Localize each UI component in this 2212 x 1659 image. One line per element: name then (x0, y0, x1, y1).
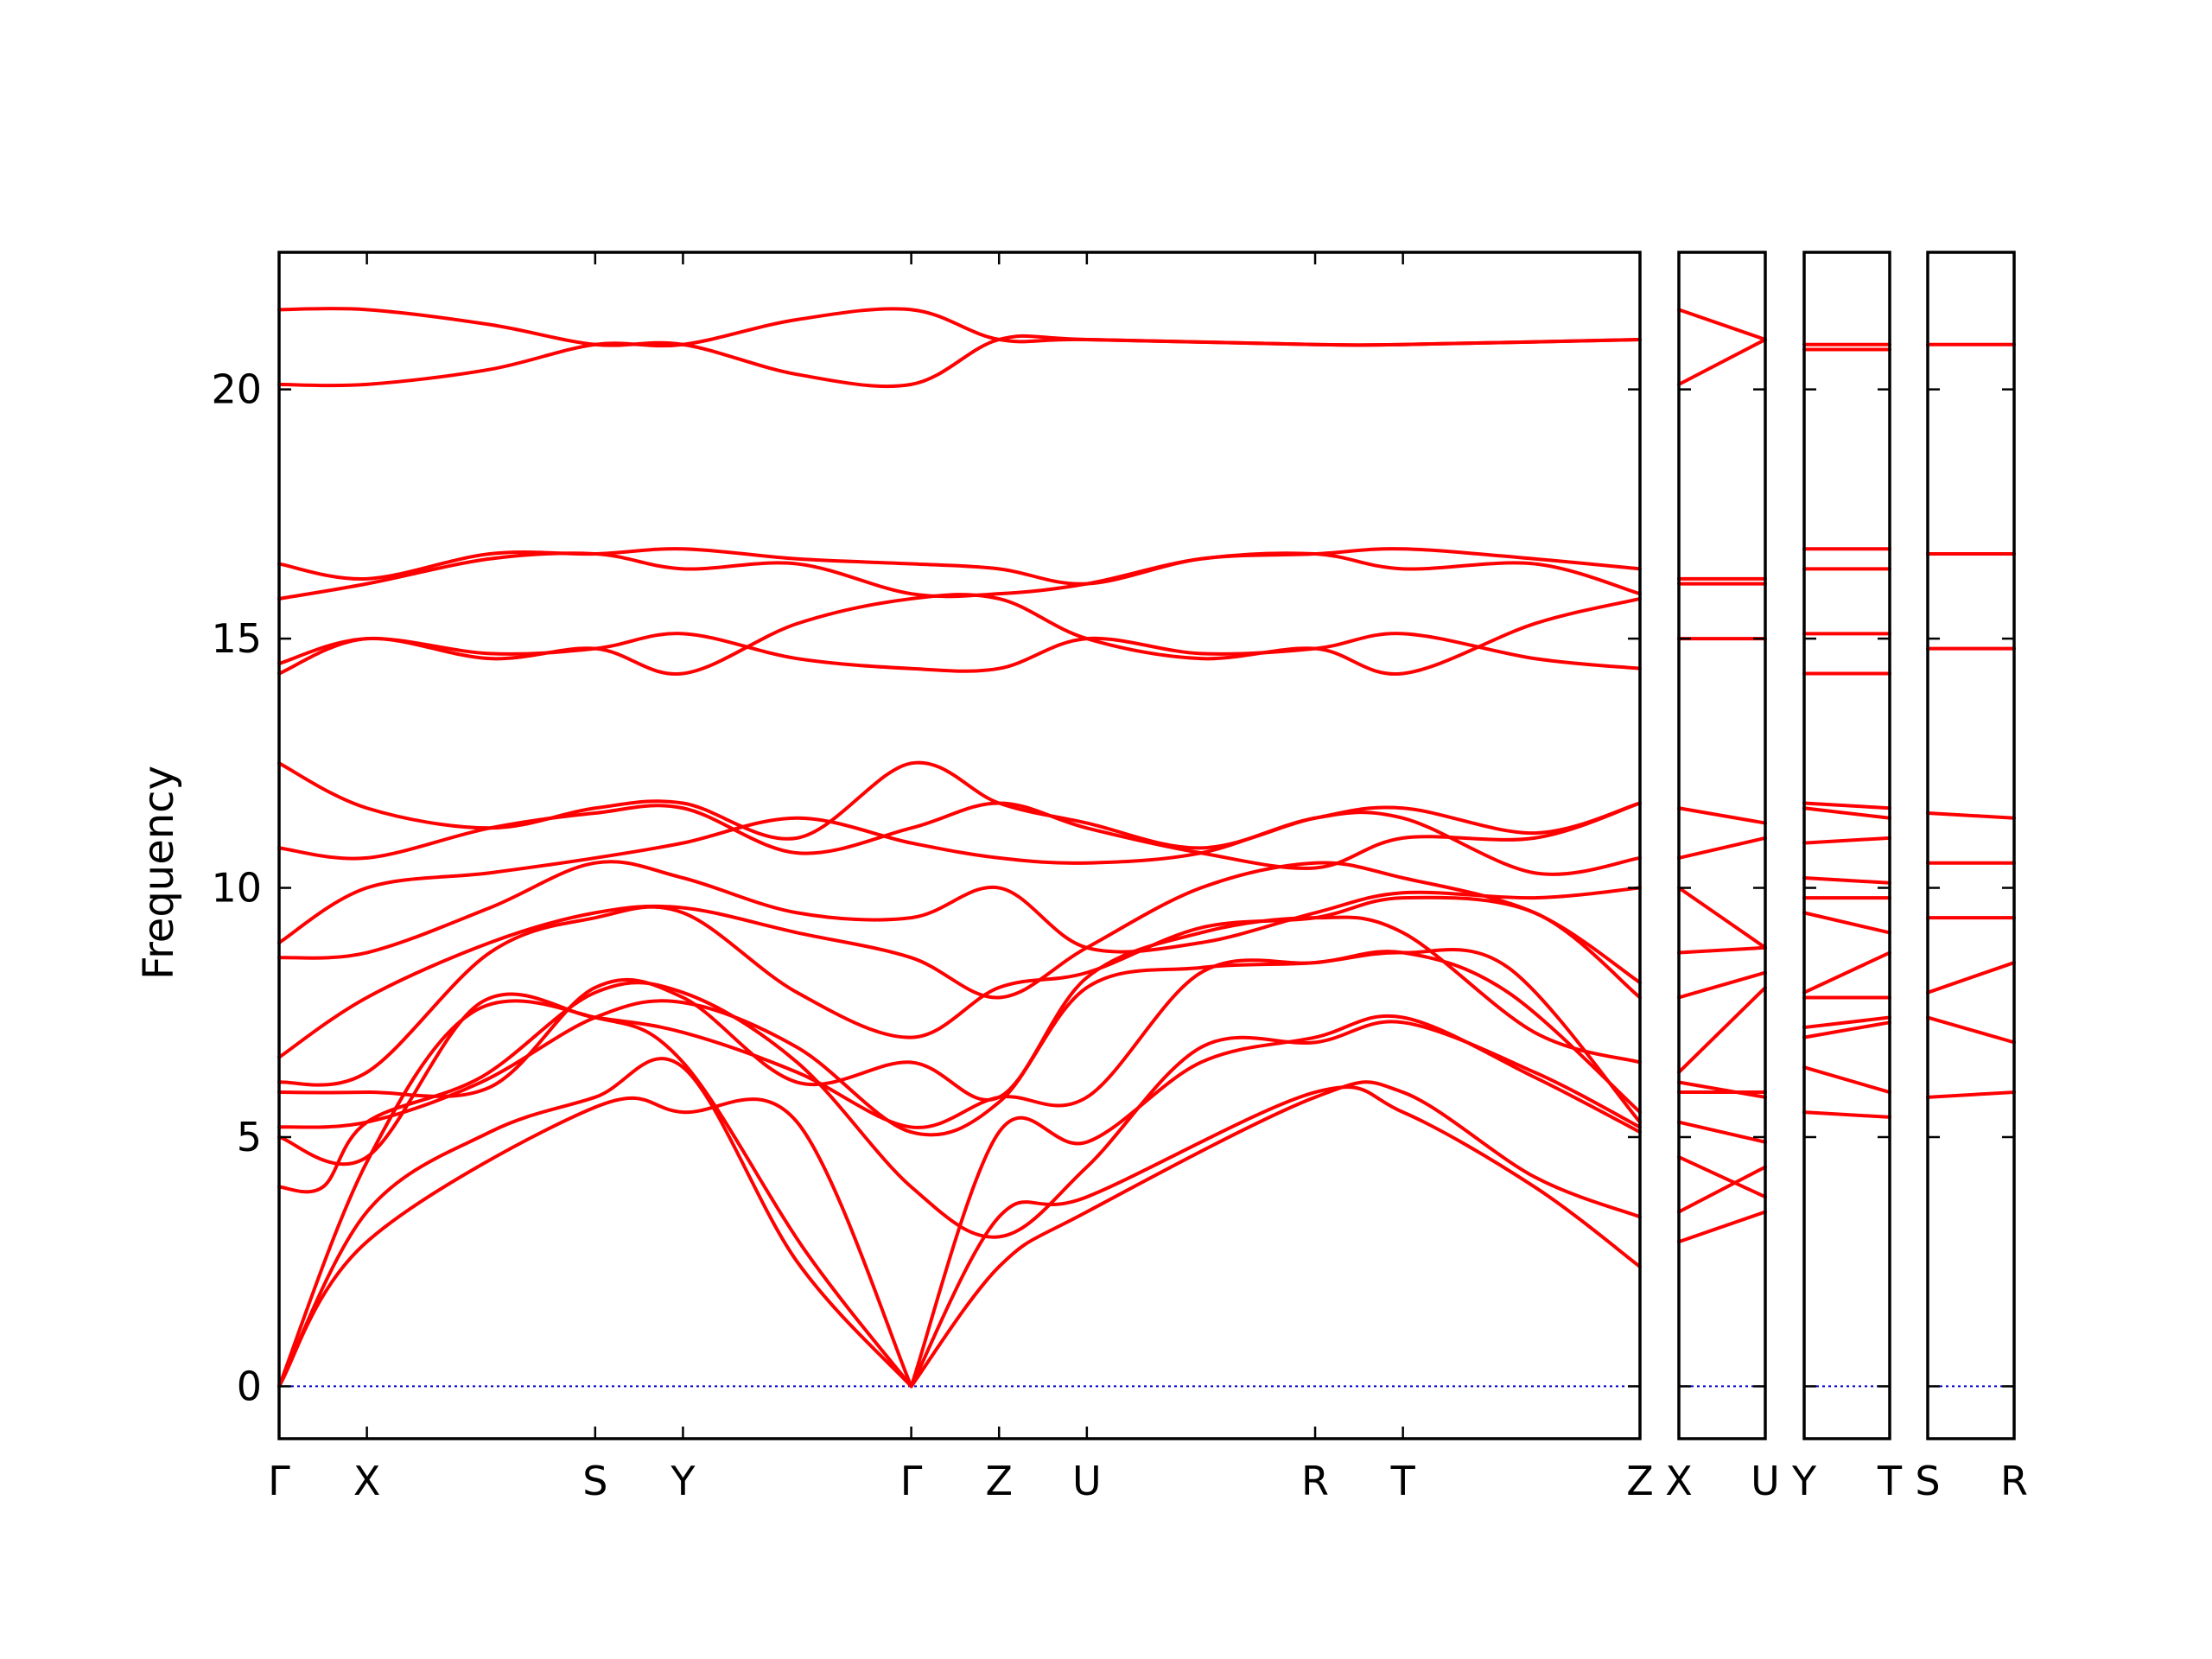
band-YT-1 (1802, 1110, 1891, 1119)
x-tick-label: R (2000, 1458, 2028, 1504)
band-main-4 (909, 1080, 1642, 1389)
band-main-22 (277, 307, 1642, 389)
band-main-17 (277, 593, 1642, 676)
band-SR-2 (1926, 1015, 2016, 1045)
band-YT-10 (1802, 836, 1891, 845)
x-tick-label: U (1751, 1458, 1780, 1504)
band-XU-8 (1677, 970, 1767, 1000)
y-tick-label: 15 (211, 615, 262, 662)
y-tick-label: 0 (237, 1363, 262, 1409)
x-tick-label: S (582, 1458, 607, 1504)
band-main-11 (277, 895, 1642, 1087)
x-tick-label: T (1877, 1458, 1903, 1504)
band-YT-6 (1802, 950, 1891, 995)
band-main-13 (277, 860, 1642, 960)
plot-frame (1677, 251, 1767, 1440)
band-YT-7 (1802, 911, 1891, 935)
x-tick-label: X (1665, 1458, 1693, 1504)
band-main-14 (277, 810, 1642, 944)
y-axis-label: Frequency (135, 766, 183, 980)
x-tick-label: S (1915, 1458, 1940, 1504)
band-main-9 (277, 950, 1642, 1137)
band-SR-1 (1926, 1090, 2016, 1099)
band-main-20 (277, 547, 1642, 586)
x-tick-label: U (1072, 1458, 1102, 1504)
y-tick-label: 5 (237, 1114, 262, 1160)
band-XU-10 (1677, 886, 1767, 950)
plot-frame (1802, 251, 1891, 1440)
band-main-1 (277, 1057, 913, 1389)
band-YT-9 (1802, 876, 1891, 885)
band-YT-4 (1802, 1015, 1891, 1030)
band-XU-9 (1677, 945, 1767, 955)
plot-frame (277, 251, 1642, 1440)
band-main-2 (277, 1096, 913, 1389)
band-SR-6 (1926, 811, 2016, 820)
band-XU-16 (1677, 337, 1767, 386)
x-tick-label: X (353, 1458, 381, 1504)
x-tick-label: Z (1626, 1458, 1654, 1504)
plot-frame (1926, 251, 2016, 1440)
band-YT-11 (1802, 806, 1891, 820)
band-main-18 (277, 632, 1642, 673)
band-XU-17 (1677, 308, 1767, 341)
band-SR-3 (1926, 961, 2016, 995)
band-YT-3 (1802, 1020, 1891, 1039)
band-main-21 (277, 307, 1642, 388)
y-tick-label: 20 (211, 366, 262, 413)
x-tick-label: Γ (268, 1458, 290, 1504)
y-tick-label: 10 (211, 865, 262, 912)
band-main-6 (909, 1014, 1642, 1389)
panel-main: 0 5 10 15 20 Γ X S Y Γ Z U R T Z (211, 251, 1654, 1504)
band-XU-4 (1677, 1120, 1767, 1144)
x-tick-label: Y (1791, 1458, 1817, 1504)
band-XU-12 (1677, 806, 1767, 825)
x-tick-label: R (1301, 1458, 1329, 1504)
band-main-19 (277, 551, 1642, 601)
band-XU-6 (1677, 1080, 1767, 1099)
band-XU-11 (1677, 836, 1767, 860)
band-main-8 (277, 948, 1642, 1166)
band-XU-1 (1677, 1210, 1767, 1244)
band-main-5 (909, 1085, 1642, 1389)
x-tick-label: Γ (900, 1458, 923, 1504)
band-main-7 (277, 981, 1642, 1239)
x-tick-label: T (1390, 1458, 1416, 1504)
band-YT-2 (1802, 1065, 1891, 1095)
band-XU-3 (1677, 1155, 1767, 1199)
x-tick-label: Z (985, 1458, 1013, 1504)
band-main-16 (277, 760, 1642, 850)
band-main-12 (277, 861, 1642, 1059)
band-XU-2 (1677, 1165, 1767, 1214)
x-tick-label: Y (670, 1458, 696, 1504)
band-main-10 (277, 915, 1642, 1102)
band-XU-7 (1677, 985, 1767, 1074)
band-YT-12 (1802, 801, 1891, 810)
